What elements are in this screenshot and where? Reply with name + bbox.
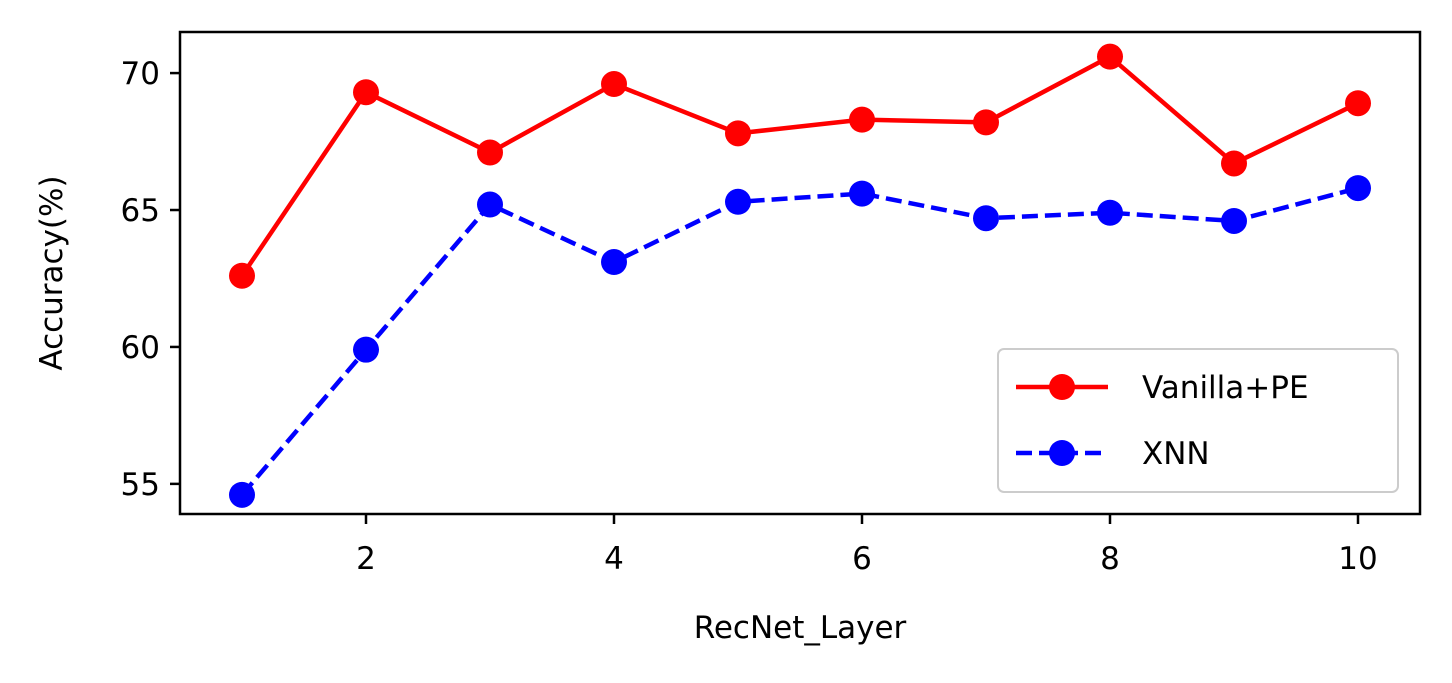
legend-label-xnn: XNN [1142, 436, 1210, 472]
legend-label-vanilla-pe: Vanilla+PE [1142, 370, 1309, 406]
series-layer [229, 43, 1371, 508]
data-point-xnn [1221, 207, 1247, 234]
data-point-vanilla-pe [1345, 90, 1371, 117]
data-point-xnn [229, 481, 255, 508]
data-point-vanilla-pe [1221, 150, 1247, 177]
data-point-vanilla-pe [725, 120, 751, 147]
data-point-xnn [477, 191, 503, 218]
plot-frame [178, 30, 1422, 516]
data-point-xnn [973, 205, 999, 232]
y-axis: 55 60 65 70 [121, 56, 180, 503]
data-point-xnn [1345, 175, 1371, 202]
data-point-vanilla-pe [849, 106, 875, 133]
data-point-xnn [353, 336, 379, 363]
legend-marker-vanilla-pe [1049, 374, 1075, 400]
data-point-xnn [849, 180, 875, 207]
series-line-xnn [240, 185, 1359, 497]
y-tick-label: 60 [121, 330, 160, 366]
data-point-vanilla-pe [477, 139, 503, 166]
x-axis-label: RecNet_Layer [694, 610, 907, 646]
y-tick-label: 55 [121, 467, 160, 503]
data-point-vanilla-pe [601, 71, 627, 98]
data-point-vanilla-pe [1097, 43, 1123, 70]
x-tick-label: 2 [356, 541, 376, 577]
y-tick-label: 70 [121, 56, 160, 92]
x-axis: 2 4 6 8 10 [356, 514, 1378, 577]
data-point-vanilla-pe [973, 109, 999, 136]
y-tick-label: 65 [121, 193, 160, 229]
data-point-xnn [1097, 199, 1123, 226]
x-tick-label: 4 [604, 541, 624, 577]
x-tick-label: 6 [852, 541, 872, 577]
data-point-xnn [601, 249, 627, 276]
y-axis-label: Accuracy(%) [34, 175, 70, 370]
x-tick-label: 8 [1100, 541, 1120, 577]
x-tick-label: 10 [1338, 541, 1377, 577]
data-point-vanilla-pe [229, 262, 255, 289]
legend-marker-xnn [1049, 440, 1075, 466]
series-line-vanilla-pe [240, 54, 1359, 277]
data-point-vanilla-pe [353, 79, 379, 106]
legend: Vanilla+PE XNN [997, 348, 1399, 493]
data-point-xnn [725, 188, 751, 215]
